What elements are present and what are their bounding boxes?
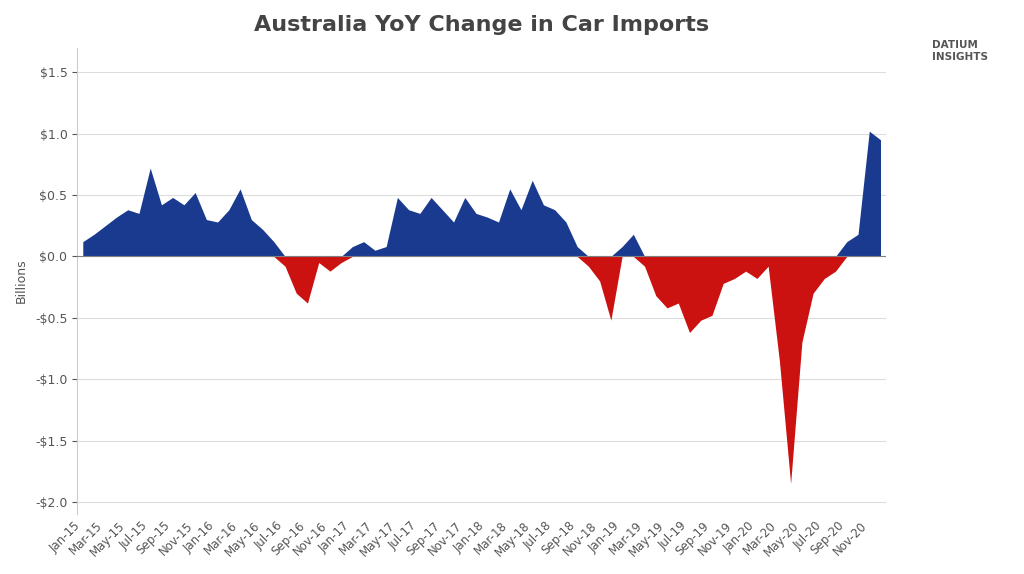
Text: DATIUM
INSIGHTS: DATIUM INSIGHTS bbox=[932, 40, 988, 62]
Y-axis label: Billions: Billions bbox=[15, 259, 28, 303]
Title: Australia YoY Change in Car Imports: Australia YoY Change in Car Imports bbox=[254, 15, 710, 35]
